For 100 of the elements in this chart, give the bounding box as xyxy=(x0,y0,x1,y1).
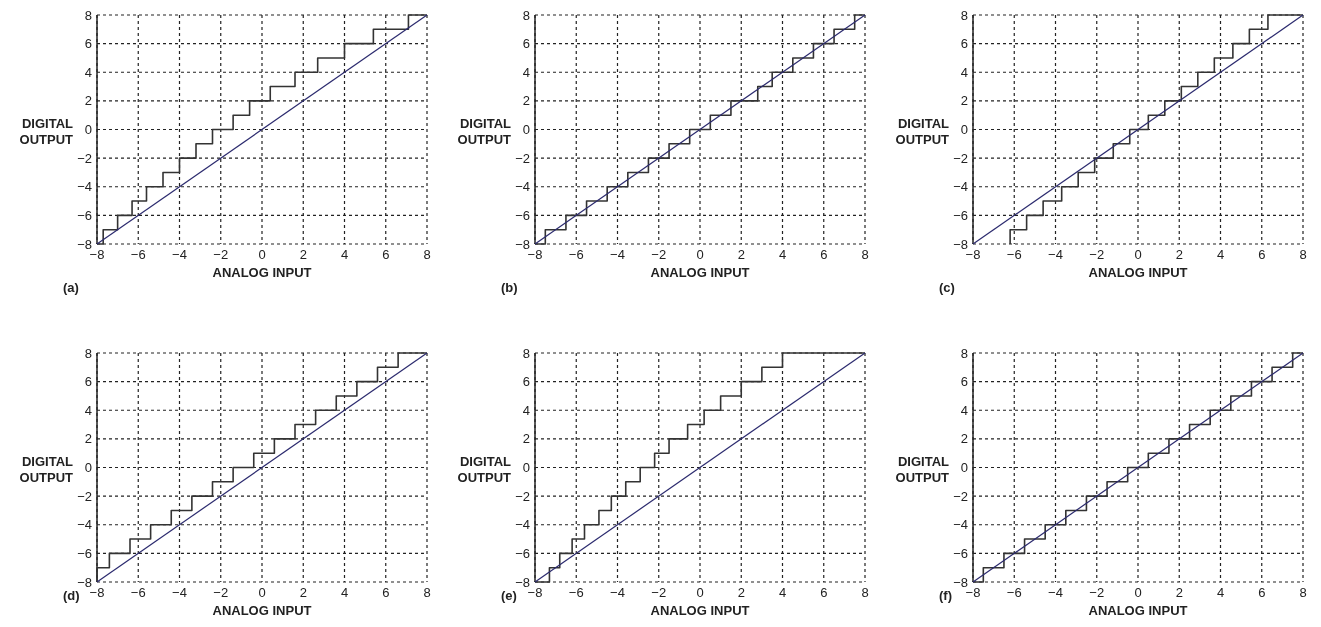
x-tick-label: −4 xyxy=(610,585,625,600)
x-tick-label: 8 xyxy=(861,247,869,262)
y-tick-label: 4 xyxy=(84,402,92,418)
x-tick-label: −6 xyxy=(1006,247,1022,262)
y-tick-label: −4 xyxy=(77,517,92,533)
x-tick-label: 2 xyxy=(737,585,745,600)
x-axis-title: ANALOG INPUT xyxy=(650,265,750,280)
text: (e) xyxy=(501,588,517,603)
x-tick-label: 4 xyxy=(778,247,787,262)
x-tick-label: 6 xyxy=(820,585,828,600)
x-tick-label: 8 xyxy=(423,247,431,262)
x-tick-label: 4 xyxy=(340,585,349,600)
y-tick-label: −4 xyxy=(953,179,968,195)
x-tick-label: 8 xyxy=(1299,585,1307,600)
y-tick-label: 2 xyxy=(84,93,92,109)
y-tick-label: −6 xyxy=(515,545,530,561)
x-tick-label: 4 xyxy=(1216,247,1225,262)
y-tick-label: 8 xyxy=(960,7,968,23)
y-tick-label: −4 xyxy=(515,517,530,533)
y-tick-label: 4 xyxy=(960,64,968,80)
x-tick-label: 2 xyxy=(299,585,307,600)
x-tick-label: 2 xyxy=(737,247,745,262)
y-axis-title: DIGITAL OUTPUT xyxy=(457,453,512,485)
x-tick-label: −6 xyxy=(130,247,146,262)
x-tick-label: 0 xyxy=(1134,585,1142,600)
y-tick-label: 8 xyxy=(522,7,530,23)
y-tick-label: 8 xyxy=(522,345,530,361)
y-tick-label: −4 xyxy=(515,179,530,195)
y-tick-label: 6 xyxy=(84,374,92,390)
x-tick-label: −4 xyxy=(1048,585,1063,600)
y-tick-label: −2 xyxy=(953,150,968,166)
y-tick-label: −8 xyxy=(77,574,92,590)
y-tick-label: 8 xyxy=(84,7,92,23)
y-tick-label: −6 xyxy=(953,207,968,223)
y-tick-label: −6 xyxy=(515,207,530,223)
x-axis-title: ANALOG INPUT xyxy=(212,603,312,618)
x-tick-label: −4 xyxy=(1048,247,1063,262)
x-tick-label: −2 xyxy=(651,585,667,600)
y-tick-label: 2 xyxy=(960,93,968,109)
y-tick-label: −6 xyxy=(77,545,92,561)
x-tick-label: −6 xyxy=(1006,585,1022,600)
x-tick-label: −4 xyxy=(172,585,187,600)
y-tick-label: 0 xyxy=(522,460,530,475)
y-tick-label: 6 xyxy=(84,36,92,52)
x-tick-label: 6 xyxy=(1258,585,1266,600)
y-tick-label: 2 xyxy=(522,431,530,447)
y-tick-label: 8 xyxy=(960,345,968,361)
y-tick-label: −6 xyxy=(77,207,92,223)
y-axis-title: DIGITAL OUTPUT xyxy=(19,453,74,485)
text: (f) xyxy=(939,588,952,603)
text: (b) xyxy=(501,280,518,295)
x-tick-label: −2 xyxy=(1089,247,1105,262)
x-tick-label: 0 xyxy=(258,585,266,600)
y-tick-label: 0 xyxy=(84,122,92,137)
y-tick-label: −2 xyxy=(77,488,92,504)
x-tick-label: 8 xyxy=(423,585,431,600)
y-tick-label: 0 xyxy=(960,122,968,137)
y-tick-label: 2 xyxy=(84,431,92,447)
y-tick-label: 2 xyxy=(960,431,968,447)
x-tick-label: 6 xyxy=(382,585,390,600)
text: (c) xyxy=(939,280,955,295)
y-tick-label: −8 xyxy=(953,236,968,252)
x-axis-title: ANALOG INPUT xyxy=(650,603,750,618)
y-tick-label: 8 xyxy=(84,345,92,361)
x-tick-label: 6 xyxy=(1258,247,1266,262)
x-tick-label: 4 xyxy=(1216,585,1225,600)
x-tick-label: 2 xyxy=(1175,247,1183,262)
y-tick-label: 6 xyxy=(960,36,968,52)
text: (d) xyxy=(63,588,80,603)
y-tick-label: −2 xyxy=(515,150,530,166)
x-tick-label: 0 xyxy=(696,585,704,600)
x-tick-label: −2 xyxy=(1089,585,1105,600)
y-tick-label: 4 xyxy=(522,64,530,80)
x-tick-label: 6 xyxy=(820,247,828,262)
x-tick-label: 8 xyxy=(861,585,869,600)
y-tick-label: 6 xyxy=(522,374,530,390)
x-axis-title: ANALOG INPUT xyxy=(212,265,312,280)
y-tick-label: 6 xyxy=(960,374,968,390)
x-axis-title: ANALOG INPUT xyxy=(1088,265,1188,280)
x-tick-label: −2 xyxy=(213,247,229,262)
y-axis-title: DIGITAL OUTPUT xyxy=(19,115,74,147)
y-tick-label: 0 xyxy=(84,460,92,475)
y-tick-label: −4 xyxy=(953,517,968,533)
y-tick-label: −6 xyxy=(953,545,968,561)
text: (a) xyxy=(63,280,79,295)
x-tick-label: 0 xyxy=(258,247,266,262)
y-tick-label: −8 xyxy=(953,574,968,590)
y-tick-label: 2 xyxy=(522,93,530,109)
x-tick-label: −4 xyxy=(610,247,625,262)
x-tick-label: 2 xyxy=(1175,585,1183,600)
y-tick-label: −4 xyxy=(77,179,92,195)
y-tick-label: 4 xyxy=(960,402,968,418)
y-tick-label: 0 xyxy=(522,122,530,137)
x-tick-label: 2 xyxy=(299,247,307,262)
x-tick-label: −4 xyxy=(172,247,187,262)
y-tick-label: −8 xyxy=(77,236,92,252)
y-tick-label: −8 xyxy=(515,236,530,252)
x-tick-label: −2 xyxy=(213,585,229,600)
y-axis-title: DIGITAL OUTPUT xyxy=(457,115,512,147)
x-tick-label: 0 xyxy=(1134,247,1142,262)
